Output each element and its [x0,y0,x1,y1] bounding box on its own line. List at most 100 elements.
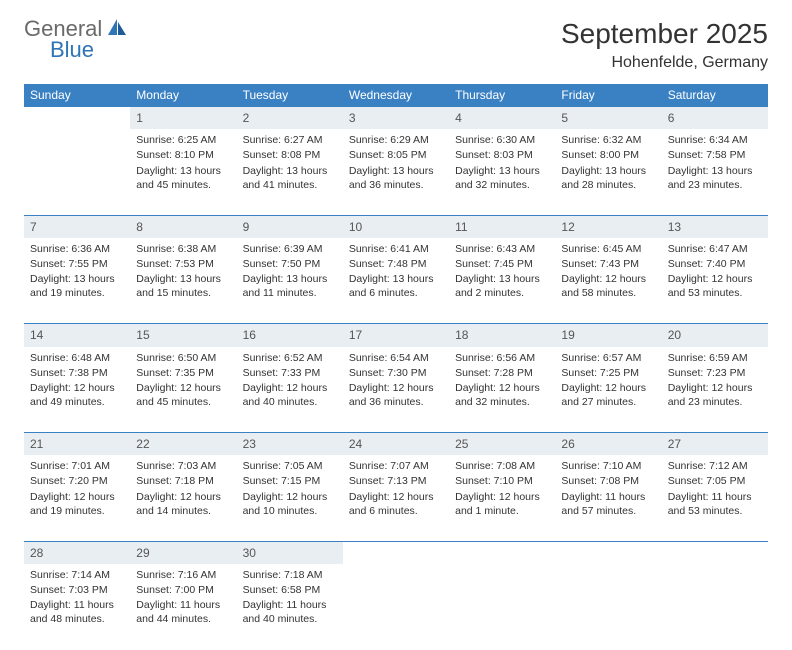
day-number-cell: 8 [130,215,236,238]
day-body-cell: Sunrise: 6:34 AMSunset: 7:58 PMDaylight:… [662,129,768,215]
sunset-text: Sunset: 7:18 PM [136,474,230,488]
calendar-table: Sunday Monday Tuesday Wednesday Thursday… [24,84,768,650]
day-number-cell: 12 [555,215,661,238]
day-body-cell [343,564,449,650]
daylight-text: Daylight: 13 hours and 45 minutes. [136,164,230,192]
day-body-cell: Sunrise: 7:07 AMSunset: 7:13 PMDaylight:… [343,455,449,541]
day-number-cell: 28 [24,541,130,564]
sunrise-text: Sunrise: 6:39 AM [243,242,337,256]
day-body-cell: Sunrise: 6:50 AMSunset: 7:35 PMDaylight:… [130,347,236,433]
sunrise-text: Sunrise: 7:12 AM [668,459,762,473]
sunrise-text: Sunrise: 6:29 AM [349,133,443,147]
day-number-cell: 9 [237,215,343,238]
sunrise-text: Sunrise: 7:01 AM [30,459,124,473]
title-block: September 2025 Hohenfelde, Germany [561,18,768,72]
day-number-cell: 5 [555,107,661,130]
day-body-cell: Sunrise: 7:08 AMSunset: 7:10 PMDaylight:… [449,455,555,541]
day-number-cell [343,541,449,564]
day-number-cell: 1 [130,107,236,130]
day-number-cell: 25 [449,433,555,456]
day-number-cell: 15 [130,324,236,347]
sunrise-text: Sunrise: 6:45 AM [561,242,655,256]
daylight-text: Daylight: 11 hours and 53 minutes. [668,490,762,518]
day-number-cell [24,107,130,130]
day-number-cell: 26 [555,433,661,456]
daylight-text: Daylight: 12 hours and 10 minutes. [243,490,337,518]
daylight-text: Daylight: 12 hours and 19 minutes. [30,490,124,518]
day-number-cell: 30 [237,541,343,564]
day-number-cell [555,541,661,564]
sail-icon [107,18,127,41]
sunrise-text: Sunrise: 7:05 AM [243,459,337,473]
daylight-text: Daylight: 12 hours and 6 minutes. [349,490,443,518]
weekday-header: Monday [130,84,236,107]
daylight-text: Daylight: 12 hours and 45 minutes. [136,381,230,409]
day-body-cell: Sunrise: 6:57 AMSunset: 7:25 PMDaylight:… [555,347,661,433]
sunrise-text: Sunrise: 6:48 AM [30,351,124,365]
sunrise-text: Sunrise: 6:43 AM [455,242,549,256]
sunset-text: Sunset: 8:05 PM [349,148,443,162]
sunrise-text: Sunrise: 6:50 AM [136,351,230,365]
daylight-text: Daylight: 12 hours and 27 minutes. [561,381,655,409]
sunset-text: Sunset: 7:00 PM [136,583,230,597]
sunset-text: Sunset: 7:23 PM [668,366,762,380]
header: General Blue September 2025 Hohenfelde, … [24,18,768,72]
day-number-row: 78910111213 [24,215,768,238]
day-number-row: 123456 [24,107,768,130]
daylight-text: Daylight: 12 hours and 49 minutes. [30,381,124,409]
sunrise-text: Sunrise: 6:54 AM [349,351,443,365]
sunset-text: Sunset: 7:08 PM [561,474,655,488]
sunset-text: Sunset: 7:30 PM [349,366,443,380]
sunrise-text: Sunrise: 6:32 AM [561,133,655,147]
sunset-text: Sunset: 7:50 PM [243,257,337,271]
day-body-cell: Sunrise: 7:03 AMSunset: 7:18 PM Daylight:… [130,455,236,541]
sunset-text: Sunset: 7:05 PM [668,474,762,488]
day-body-cell: Sunrise: 6:47 AMSunset: 7:40 PMDaylight:… [662,238,768,324]
daylight-text: Daylight: 12 hours and 14 minutes. [136,490,230,518]
daylight-text: Daylight: 13 hours and 2 minutes. [455,272,549,300]
day-body-cell: Sunrise: 6:39 AMSunset: 7:50 PMDaylight:… [237,238,343,324]
daylight-text: Daylight: 13 hours and 36 minutes. [349,164,443,192]
weekday-header-row: Sunday Monday Tuesday Wednesday Thursday… [24,84,768,107]
daylight-text: Daylight: 13 hours and 19 minutes. [30,272,124,300]
day-body-cell: Sunrise: 6:25 AMSunset: 8:10 PMDaylight:… [130,129,236,215]
weekday-header: Tuesday [237,84,343,107]
daylight-text: Daylight: 12 hours and 36 minutes. [349,381,443,409]
day-body-cell: Sunrise: 6:30 AMSunset: 8:03 PMDaylight:… [449,129,555,215]
sunrise-text: Sunrise: 6:36 AM [30,242,124,256]
sunrise-text: Sunrise: 6:41 AM [349,242,443,256]
sunrise-text: Sunrise: 7:03 AM [136,459,230,473]
sunset-text: Sunset: 7:35 PM [136,366,230,380]
day-number-row: 21222324252627 [24,433,768,456]
daylight-text: Daylight: 13 hours and 15 minutes. [136,272,230,300]
day-body-cell: Sunrise: 7:14 AMSunset: 7:03 PMDaylight:… [24,564,130,650]
sunset-text: Sunset: 8:08 PM [243,148,337,162]
day-number-cell: 16 [237,324,343,347]
day-body-row: Sunrise: 6:25 AMSunset: 8:10 PMDaylight:… [24,129,768,215]
day-body-cell: Sunrise: 6:36 AMSunset: 7:55 PMDaylight:… [24,238,130,324]
sunrise-text: Sunrise: 6:30 AM [455,133,549,147]
sunset-text: Sunset: 7:53 PM [136,257,230,271]
sunset-text: Sunset: 8:00 PM [561,148,655,162]
day-body-cell: Sunrise: 6:56 AMSunset: 7:28 PMDaylight:… [449,347,555,433]
daylight-text: Daylight: 12 hours and 1 minute. [455,490,549,518]
sunset-text: Sunset: 7:48 PM [349,257,443,271]
daylight-text: Daylight: 12 hours and 23 minutes. [668,381,762,409]
brand-logo: General Blue [24,18,127,61]
daylight-text: Daylight: 11 hours and 48 minutes. [30,598,124,626]
day-number-cell: 21 [24,433,130,456]
day-number-cell: 18 [449,324,555,347]
day-number-cell: 10 [343,215,449,238]
daylight-text: Daylight: 12 hours and 32 minutes. [455,381,549,409]
daylight-text: Daylight: 12 hours and 53 minutes. [668,272,762,300]
sunrise-text: Sunrise: 7:14 AM [30,568,124,582]
sunrise-text: Sunrise: 7:18 AM [243,568,337,582]
sunset-text: Sunset: 7:45 PM [455,257,549,271]
day-body-cell: Sunrise: 6:29 AMSunset: 8:05 PM Daylight:… [343,129,449,215]
day-body-row: Sunrise: 6:36 AMSunset: 7:55 PMDaylight:… [24,238,768,324]
daylight-text: Daylight: 13 hours and 32 minutes. [455,164,549,192]
day-body-row: Sunrise: 7:14 AMSunset: 7:03 PMDaylight:… [24,564,768,650]
weekday-header: Thursday [449,84,555,107]
day-number-cell [662,541,768,564]
daylight-text: Daylight: 12 hours and 40 minutes. [243,381,337,409]
